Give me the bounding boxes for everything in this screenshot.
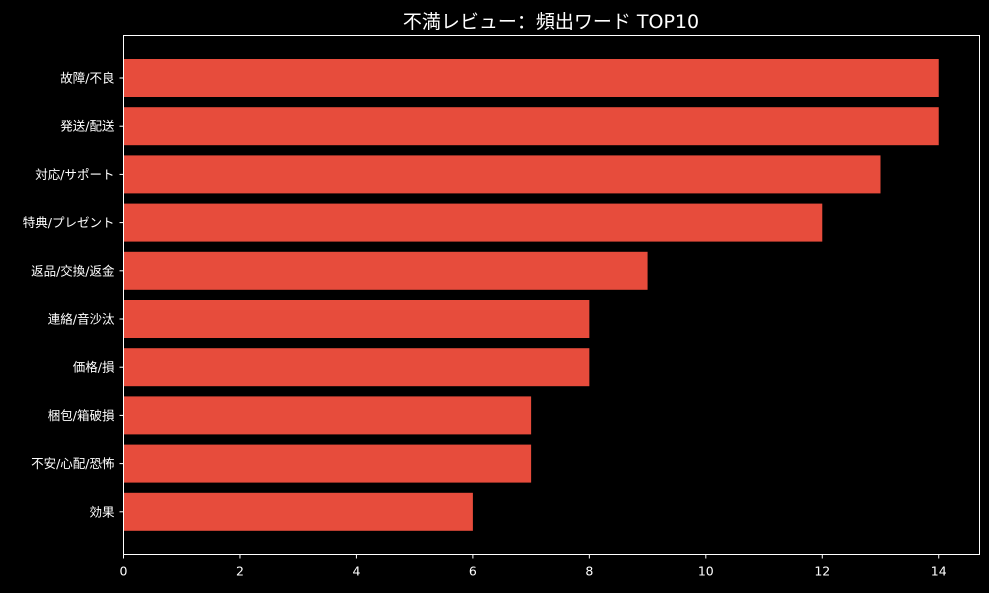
x-tick-label: 10 xyxy=(698,564,714,579)
y-tick-label: 返品/交換/返金 xyxy=(31,263,115,278)
x-tick-label: 14 xyxy=(931,564,947,579)
bar xyxy=(123,203,823,242)
x-tick-label: 8 xyxy=(585,564,593,579)
bar xyxy=(123,444,532,483)
y-tick-label: 梱包/箱破損 xyxy=(48,408,115,423)
y-tick-label: 効果 xyxy=(89,504,115,519)
bar xyxy=(123,59,939,97)
x-tick-label: 0 xyxy=(120,564,128,579)
y-tick-label: 故障/不良 xyxy=(60,71,114,86)
y-tick-label: 不安/心配/恐怖 xyxy=(31,456,114,471)
bar xyxy=(123,300,590,338)
bar xyxy=(123,492,473,531)
bar xyxy=(123,107,939,146)
y-tick-label: 連絡/音沙汰 xyxy=(48,312,115,327)
y-tick-label: 価格/損 xyxy=(73,360,115,375)
y-tick-label: 特典/プレゼント xyxy=(23,215,115,230)
x-tick-label: 12 xyxy=(814,564,830,579)
bar xyxy=(123,251,648,290)
bar xyxy=(123,155,881,194)
plot-frame xyxy=(123,35,980,555)
bar xyxy=(123,348,590,387)
x-tick-label: 6 xyxy=(469,564,477,579)
chart-title: 不満レビュー：頻出ワード TOP10 xyxy=(403,11,699,33)
y-tick-label: 発送/配送 xyxy=(60,119,115,134)
x-tick-label: 4 xyxy=(352,564,360,579)
x-tick-label: 2 xyxy=(236,564,244,579)
bar xyxy=(123,396,532,435)
y-tick-label: 対応/サポート xyxy=(35,167,114,182)
